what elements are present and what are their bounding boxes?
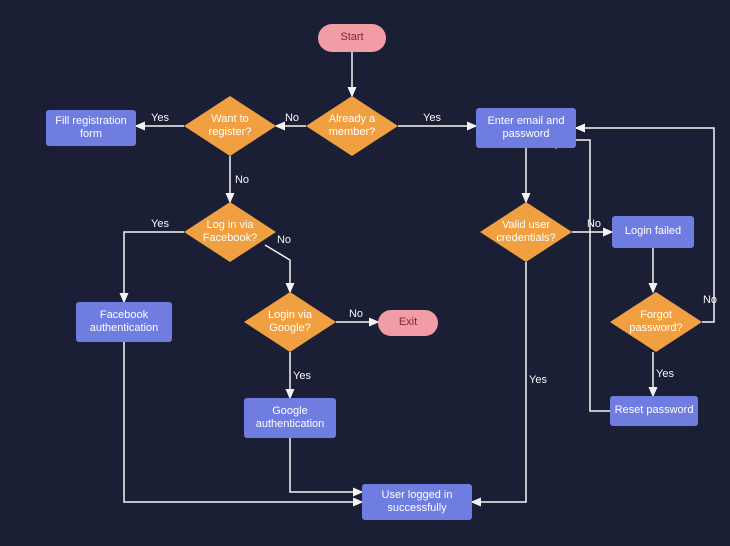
edge-label-valid-loggedin: Yes: [529, 374, 547, 386]
node-label: Login failed: [623, 223, 683, 240]
node-loggedin: User logged in successfully: [362, 484, 472, 520]
flowchart-canvas: Start Already a member? Want to register? F…: [0, 0, 730, 546]
edge-label-already-wantreg: No: [285, 112, 299, 124]
edge-loginfb-fbauth: [124, 232, 184, 302]
node-label: Already a member?: [306, 96, 398, 156]
node-label: Google authentication: [244, 403, 336, 433]
node-gglauth: Google authentication: [244, 398, 336, 438]
edge-label-forgot-no-back: No: [703, 294, 717, 306]
edge-label-wantreg-fillreg: Yes: [151, 112, 169, 124]
edge-label-forgot-reset: Yes: [656, 368, 674, 380]
node-label: Log in via Facebook?: [184, 202, 276, 262]
edge-label-loginfb-fbauth: Yes: [151, 218, 169, 230]
node-exit: Exit: [378, 310, 438, 336]
node-label: Valid user credentials?: [480, 202, 572, 262]
edges-layer: [0, 0, 730, 546]
node-label: Facebook authentication: [76, 307, 172, 337]
node-label: Reset password: [613, 402, 696, 419]
node-label: User logged in successfully: [362, 487, 472, 517]
node-loginggl: Login via Google?: [244, 292, 336, 352]
edge-gglauth-loggedin: [290, 438, 362, 492]
node-start: Start: [318, 24, 386, 52]
node-fbauth: Facebook authentication: [76, 302, 172, 342]
node-label: Start: [338, 29, 365, 46]
node-label: Login via Google?: [244, 292, 336, 352]
node-wantreg: Want to register?: [184, 96, 276, 156]
node-label: Enter email and password: [476, 113, 576, 143]
edge-label-already-enter: Yes: [423, 112, 441, 124]
edge-label-loginggl-exit: No: [349, 308, 363, 320]
edge-label-wantreg-loginfb: No: [235, 174, 249, 186]
node-validcred: Valid user credentials?: [480, 202, 572, 262]
node-loginfail: Login failed: [612, 216, 694, 248]
edge-label-loginggl-gglauth: Yes: [293, 370, 311, 382]
node-label: Fill registration form: [46, 113, 136, 143]
node-forgotpw: Forgot password?: [610, 292, 702, 352]
node-label: Exit: [397, 314, 419, 331]
edge-label-loginfb-loginggl: No: [277, 234, 291, 246]
node-label: Want to register?: [184, 96, 276, 156]
node-loginfb: Log in via Facebook?: [184, 202, 276, 262]
edge-valid-loggedin: [472, 262, 526, 502]
node-enteremail: Enter email and password: [476, 108, 576, 148]
node-fillreg: Fill registration form: [46, 110, 136, 146]
edge-label-valid-loginfail: No: [587, 218, 601, 230]
node-already: Already a member?: [306, 96, 398, 156]
node-label: Forgot password?: [610, 292, 702, 352]
edge-reset-enter: [556, 140, 610, 411]
node-resetpw: Reset password: [610, 396, 698, 426]
